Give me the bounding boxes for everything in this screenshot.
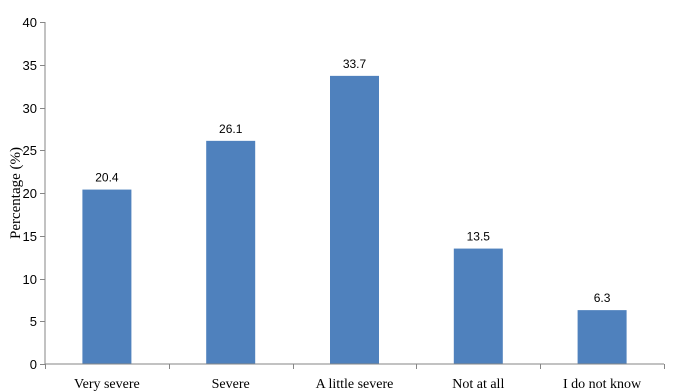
x-tick-label: Severe [212,377,250,392]
x-ticks: Very severe Severe A little severe Not at a… [45,364,665,392]
data-labels: 20.4 26.1 33.7 13.5 6.3 [95,57,611,305]
y-tick-label: 40 [23,15,37,30]
y-tick-label: 30 [23,101,37,116]
y-axis-title: Percentage (%) [8,147,24,239]
data-label: 13.5 [467,230,491,244]
bar [453,248,503,364]
bar [82,189,132,364]
y-tick-label: 20 [23,186,37,201]
bars [82,75,627,365]
y-tick-label: 25 [23,143,37,158]
y-tick-label: 0 [30,357,37,372]
x-tick-label: I do not know [563,377,642,392]
y-tick-label: 35 [23,58,37,73]
data-label: 6.3 [594,291,611,305]
bar [330,75,379,365]
data-label: 33.7 [343,57,367,71]
y-tick-label: 10 [23,272,37,287]
y-tick-label: 15 [23,229,37,244]
bar [206,140,256,364]
y-ticks: 0 5 10 15 20 25 30 35 40 [23,15,45,372]
data-label: 26.1 [219,122,243,136]
x-tick-label: Not at all [452,377,504,392]
data-label: 20.4 [95,171,119,185]
y-tick-label: 5 [30,314,37,329]
x-tick-label: A little severe [316,377,394,392]
x-tick-label: Very severe [74,377,140,392]
bar [577,310,627,364]
